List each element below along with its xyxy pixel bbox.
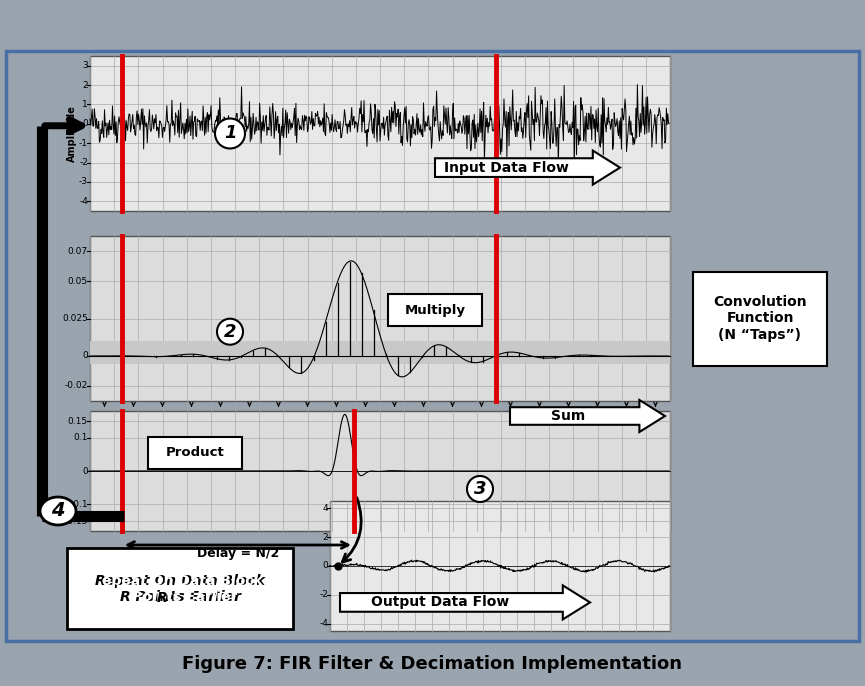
- FancyBboxPatch shape: [6, 51, 859, 641]
- Text: 0: 0: [82, 466, 88, 475]
- Text: -0.02: -0.02: [65, 381, 88, 390]
- FancyBboxPatch shape: [90, 341, 670, 364]
- Text: -4: -4: [79, 197, 88, 206]
- Circle shape: [215, 119, 245, 148]
- Text: Sum: Sum: [551, 409, 586, 423]
- Polygon shape: [510, 400, 665, 432]
- Text: Product: Product: [165, 447, 224, 460]
- FancyBboxPatch shape: [330, 501, 670, 631]
- Text: Amplitude: Amplitude: [67, 105, 77, 162]
- Text: 0.07: 0.07: [67, 246, 88, 255]
- FancyBboxPatch shape: [90, 411, 670, 531]
- Text: -2: -2: [319, 591, 328, 600]
- Text: 0.05: 0.05: [67, 276, 88, 285]
- Text: 0.1: 0.1: [74, 433, 88, 442]
- Text: 0.15: 0.15: [67, 416, 88, 425]
- Polygon shape: [340, 585, 590, 619]
- Text: Convolution
Function
(N “Taps”): Convolution Function (N “Taps”): [713, 295, 807, 342]
- Circle shape: [217, 319, 243, 344]
- Text: Input Data Flow: Input Data Flow: [444, 161, 568, 175]
- Polygon shape: [435, 151, 620, 185]
- Text: 0.025: 0.025: [62, 314, 88, 323]
- Ellipse shape: [40, 497, 76, 525]
- Text: 3: 3: [82, 61, 88, 70]
- Text: 2: 2: [323, 532, 328, 542]
- Text: Delay = N/2: Delay = N/2: [196, 547, 279, 560]
- Text: 2: 2: [82, 80, 88, 90]
- Text: 0: 0: [323, 562, 328, 571]
- Text: -0.1: -0.1: [70, 500, 88, 509]
- Text: epeat On Data Block
  Points Earlier: epeat On Data Block Points Earlier: [97, 574, 263, 604]
- Text: Repeat On Data Block
R Points Earlier: Repeat On Data Block R Points Earlier: [95, 574, 265, 604]
- Text: -4: -4: [319, 619, 328, 628]
- FancyBboxPatch shape: [148, 437, 242, 469]
- Text: 4: 4: [51, 501, 65, 521]
- Text: R: R: [157, 591, 167, 605]
- FancyBboxPatch shape: [90, 236, 670, 401]
- Text: -1: -1: [79, 139, 88, 147]
- Text: Figure 7: FIR Filter & Decimation Implementation: Figure 7: FIR Filter & Decimation Implem…: [182, 655, 682, 673]
- Text: Multiply: Multiply: [405, 304, 465, 317]
- Text: 1: 1: [224, 124, 236, 143]
- FancyBboxPatch shape: [90, 56, 670, 211]
- Circle shape: [467, 476, 493, 502]
- Text: 4: 4: [323, 504, 328, 512]
- FancyBboxPatch shape: [67, 548, 293, 629]
- Text: Output Data Flow: Output Data Flow: [371, 595, 509, 609]
- Text: -2: -2: [79, 158, 88, 167]
- Text: -3: -3: [79, 178, 88, 187]
- Text: 3: 3: [474, 480, 486, 498]
- Text: 1: 1: [82, 100, 88, 109]
- Text: 0: 0: [82, 119, 88, 128]
- Text: 0: 0: [82, 351, 88, 361]
- Text: 2: 2: [224, 322, 236, 341]
- Text: -0.15: -0.15: [65, 517, 88, 525]
- FancyBboxPatch shape: [388, 294, 482, 327]
- FancyBboxPatch shape: [693, 272, 827, 366]
